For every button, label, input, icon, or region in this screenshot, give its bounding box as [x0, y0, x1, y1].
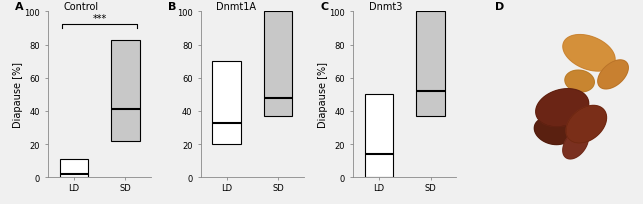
Polygon shape	[534, 118, 572, 145]
Text: Dnmt1A: Dnmt1A	[216, 1, 257, 11]
Text: C: C	[321, 2, 329, 12]
Y-axis label: Diapause [%]: Diapause [%]	[318, 62, 328, 128]
Bar	[111, 40, 140, 141]
Polygon shape	[565, 71, 594, 92]
Polygon shape	[598, 61, 628, 89]
Bar	[365, 95, 394, 177]
Text: B: B	[168, 2, 176, 12]
Polygon shape	[566, 106, 606, 143]
Bar	[417, 12, 445, 116]
Y-axis label: Diapause [%]: Diapause [%]	[13, 62, 23, 128]
Polygon shape	[563, 130, 588, 159]
Text: Dnmt3: Dnmt3	[369, 1, 403, 11]
Bar	[264, 12, 292, 116]
Text: A: A	[15, 2, 24, 12]
Bar	[212, 62, 240, 144]
Text: ***: ***	[93, 14, 107, 24]
Text: Control: Control	[64, 1, 99, 11]
Polygon shape	[563, 35, 615, 72]
Bar	[60, 159, 88, 177]
Polygon shape	[536, 89, 589, 127]
Text: D: D	[495, 2, 505, 12]
